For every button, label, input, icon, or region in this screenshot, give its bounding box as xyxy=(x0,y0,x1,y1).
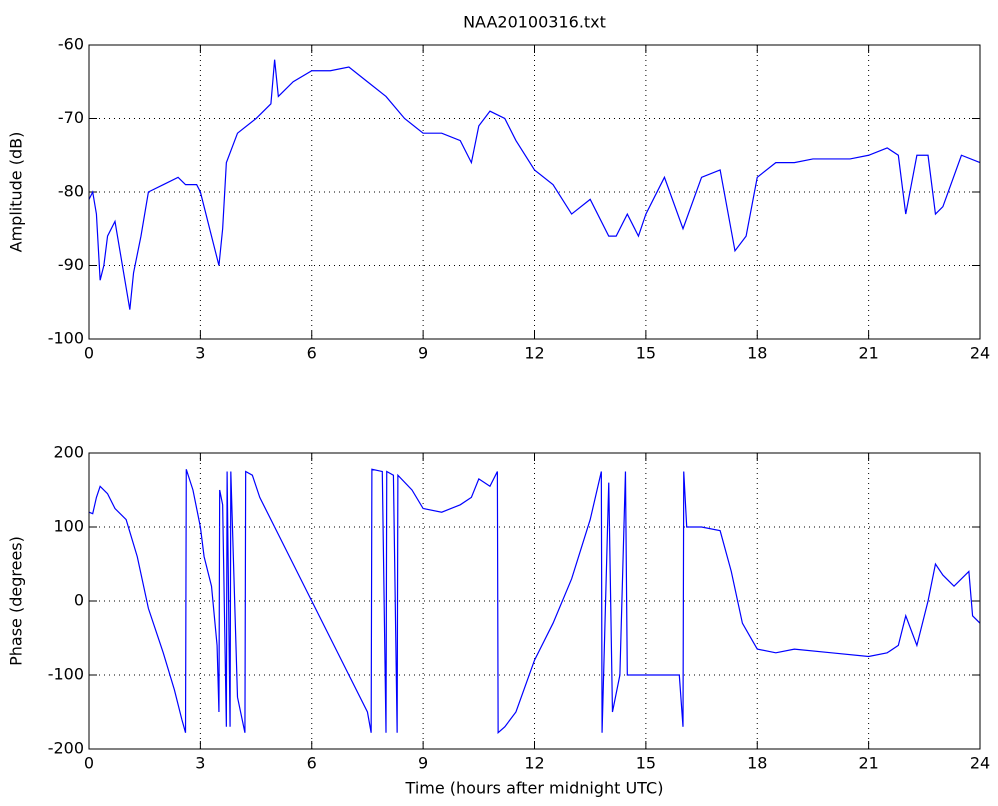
x-tick-label: 6 xyxy=(307,344,317,363)
x-tick-label: 12 xyxy=(524,344,544,363)
x-tick-label: 21 xyxy=(858,754,878,773)
y-axis-label: Amplitude (dB) xyxy=(7,132,26,253)
x-tick-label: 6 xyxy=(307,754,317,773)
data-line xyxy=(88,59,981,310)
data-line xyxy=(88,468,981,735)
x-tick-label: 18 xyxy=(747,754,767,773)
chart-title: NAA20100316.txt xyxy=(463,13,606,32)
y-tick-label: -70 xyxy=(58,108,84,127)
y-tick-label: 200 xyxy=(53,443,84,462)
x-tick-label: 24 xyxy=(970,344,990,363)
y-tick-label: -90 xyxy=(58,255,84,274)
x-tick-label: 21 xyxy=(858,344,878,363)
x-axis-label: Time (hours after midnight UTC) xyxy=(405,779,664,798)
axes-box xyxy=(88,452,981,750)
y-tick-label: -80 xyxy=(58,182,84,201)
x-tick-label: 0 xyxy=(84,344,94,363)
y-tick-label: 100 xyxy=(53,517,84,536)
x-tick-label: 0 xyxy=(84,754,94,773)
y-tick-label: -100 xyxy=(48,329,84,348)
x-tick-label: 15 xyxy=(636,344,656,363)
y-axis-label: Phase (degrees) xyxy=(7,536,26,666)
x-tick-label: 3 xyxy=(195,344,205,363)
y-tick-label: -200 xyxy=(48,739,84,758)
x-tick-label: 12 xyxy=(524,754,544,773)
axes-box xyxy=(88,44,981,340)
x-tick-label: 9 xyxy=(418,754,428,773)
x-tick-label: 3 xyxy=(195,754,205,773)
x-tick-label: 9 xyxy=(418,344,428,363)
y-tick-label: -60 xyxy=(58,35,84,54)
x-tick-label: 15 xyxy=(636,754,656,773)
y-tick-label: 0 xyxy=(74,591,84,610)
x-tick-label: 18 xyxy=(747,344,767,363)
y-tick-label: -100 xyxy=(48,665,84,684)
x-tick-label: 24 xyxy=(970,754,990,773)
